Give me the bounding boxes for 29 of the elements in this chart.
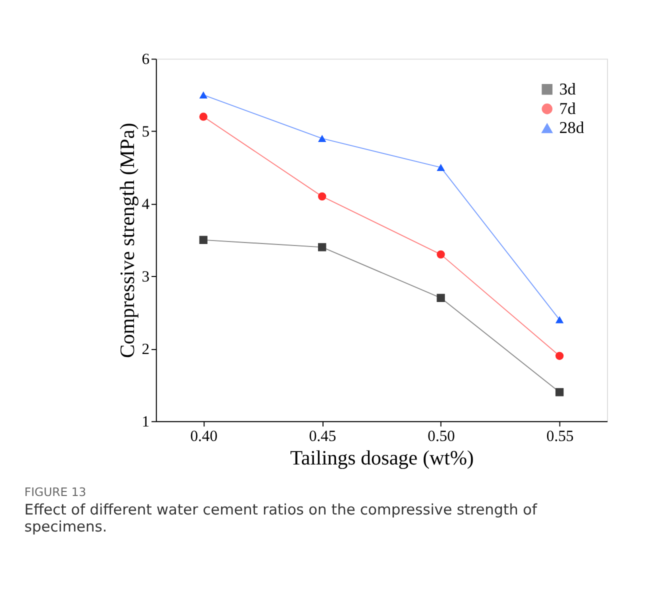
point [199,91,208,98]
x-tick-label: 0.55 [546,428,574,446]
y-tick-label: 2 [142,341,150,358]
point [436,294,445,302]
point [555,352,564,360]
text: Effect of different water cement ratios on the compressive strength of specimens. [24,502,538,536]
x-tick-label: 0.50 [428,428,456,446]
point [318,243,326,252]
legend-label: 3d [559,79,577,98]
point [199,112,208,121]
caption: FIGURE 13 [24,485,86,500]
x-axis-title: Tailings dosage (wt%) [290,448,474,470]
point [436,164,445,171]
y-tick-label: 3 [142,268,150,286]
legend-label: 7d [559,98,577,118]
point [318,134,326,142]
x-tick-label: 0.40 [190,428,218,446]
y-tick-label: 1 [142,414,150,431]
y-tick-label: 4 [142,196,150,214]
y-tick-label: 6 [142,51,150,68]
point [555,388,564,396]
x-tick-label: 0.45 [308,428,336,446]
y-axis-title: Compressive strength (MPa) [116,122,139,358]
point [555,316,564,324]
point [199,236,208,244]
legend-label: 28d [559,118,585,138]
point [436,250,445,258]
point [318,192,326,201]
y-tick-label: 5 [142,124,150,141]
